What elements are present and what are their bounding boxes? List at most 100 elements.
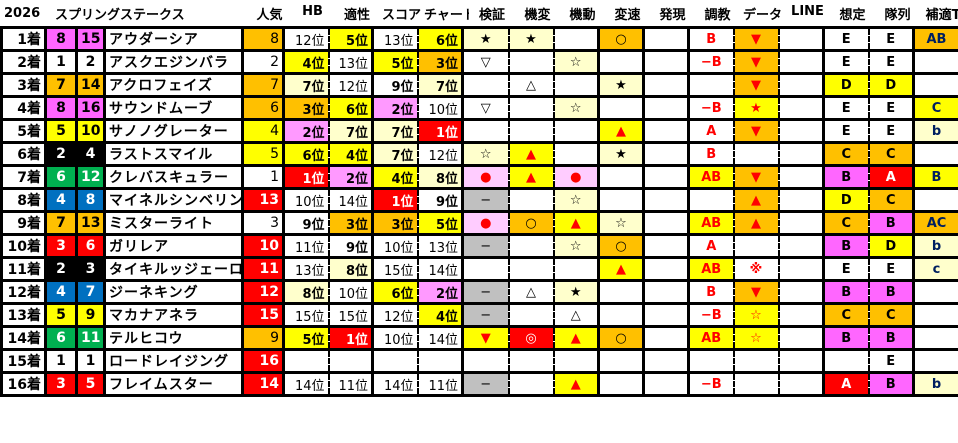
finish-position: 1着: [0, 26, 47, 52]
cell-line: [777, 279, 825, 305]
cell-data: ▼: [732, 26, 780, 52]
cell-popularity: 6: [241, 95, 285, 121]
cell-hb: 1位: [282, 164, 330, 190]
cell-verify: −: [461, 302, 510, 328]
cell-training: B: [687, 279, 735, 305]
cell-formation: A: [867, 164, 915, 190]
waku-number: 4: [44, 187, 78, 213]
finish-position: 14着: [0, 325, 47, 351]
waku-number: 7: [44, 72, 78, 98]
cell-chart: 13位: [416, 233, 464, 259]
cell-formation: C: [867, 302, 915, 328]
cell-hb: 7位: [282, 72, 330, 98]
cell-verify: ●: [461, 210, 510, 236]
column-header-hatsugen: 発現: [659, 7, 686, 23]
cell-kidou: ▲: [552, 325, 600, 351]
cell-hatsugen: [642, 26, 690, 52]
cell-kidou: ▲: [552, 210, 600, 236]
waku-number: 6: [44, 164, 78, 190]
waku-number: 4: [44, 279, 78, 305]
cell-score: 13位: [371, 26, 419, 52]
cell-training: B: [687, 141, 735, 167]
cell-training: B: [687, 26, 735, 52]
cell-popularity: 13: [241, 187, 285, 213]
cell-hensoku: ○: [597, 26, 645, 52]
cell-hb: 4位: [282, 49, 330, 75]
column-header-aptitude: 適性: [343, 7, 370, 23]
cell-kidou: [552, 348, 600, 374]
cell-assumed: B: [822, 279, 870, 305]
cell-training: AB: [687, 256, 735, 282]
cell-popularity: 11: [241, 256, 285, 282]
waku-number: 1: [44, 348, 78, 374]
cell-verify: [461, 256, 510, 282]
cell-line: [777, 26, 825, 52]
cell-aptitude: 14位: [327, 187, 374, 213]
table-row: 12着 4 7 ジーネキング 12 8位 10位 6位 2位 − △ ★ B ▼ B B: [0, 279, 958, 305]
horse-number: 15: [75, 26, 106, 52]
cell-formation: E: [867, 49, 915, 75]
cell-assumed: E: [822, 26, 870, 52]
cell-kihen: [507, 348, 555, 374]
cell-kidou: [552, 72, 600, 98]
horse-name: マカナアネラ: [103, 302, 244, 328]
column-header-training: 調教: [704, 7, 731, 23]
column-header-line: LINE: [791, 3, 824, 19]
cell-hotei: [912, 187, 958, 213]
horse-number: 11: [75, 325, 106, 351]
cell-hatsugen: [642, 325, 690, 351]
cell-data: ※: [732, 256, 780, 282]
cell-hensoku: ☆: [597, 210, 645, 236]
column-header-verify: 検証: [478, 7, 505, 23]
horse-number: 16: [75, 95, 106, 121]
horse-number: 7: [75, 279, 106, 305]
cell-chart: 6位: [416, 26, 464, 52]
cell-score: 12位: [371, 302, 419, 328]
cell-formation: E: [867, 26, 915, 52]
cell-hb: 12位: [282, 26, 330, 52]
cell-training: −B: [687, 302, 735, 328]
waku-number: 1: [44, 49, 78, 75]
horse-name: アクロフェイズ: [103, 72, 244, 98]
cell-score: [371, 348, 419, 374]
cell-popularity: 1: [241, 164, 285, 190]
horse-name: タイキルッジェーロ: [103, 256, 244, 282]
cell-assumed: E: [822, 95, 870, 121]
cell-chart: 7位: [416, 72, 464, 98]
cell-formation: D: [867, 233, 915, 259]
cell-score: 1位: [371, 187, 419, 213]
cell-kidou: ☆: [552, 95, 600, 121]
cell-hatsugen: [642, 279, 690, 305]
cell-hotei: [912, 279, 958, 305]
cell-data: ▼: [732, 49, 780, 75]
cell-hensoku: [597, 187, 645, 213]
cell-kihen: ★: [507, 26, 555, 52]
cell-aptitude: 2位: [327, 164, 374, 190]
cell-popularity: 14: [241, 371, 285, 397]
cell-line: [777, 187, 825, 213]
cell-hotei: B: [912, 164, 958, 190]
cell-verify: [461, 72, 510, 98]
cell-formation: B: [867, 210, 915, 236]
cell-verify: ☆: [461, 141, 510, 167]
cell-kihen: △: [507, 72, 555, 98]
cell-chart: 8位: [416, 164, 464, 190]
horse-name: ガリレア: [103, 233, 244, 259]
cell-hb: 14位: [282, 371, 330, 397]
cell-hatsugen: [642, 72, 690, 98]
cell-hotei: [912, 49, 958, 75]
waku-number: 3: [44, 233, 78, 259]
table-row: 7着 6 12 クレバスキュラー 1 1位 2位 4位 8位 ● ▲ ● AB ▼ B A B: [0, 164, 958, 190]
cell-score: 14位: [371, 371, 419, 397]
cell-data: ▼: [732, 118, 780, 144]
finish-position: 13着: [0, 302, 47, 328]
cell-data: ▲: [732, 210, 780, 236]
cell-popularity: 4: [241, 118, 285, 144]
column-header-formation: 隊列: [884, 7, 911, 23]
cell-assumed: C: [822, 141, 870, 167]
cell-hb: 8位: [282, 279, 330, 305]
cell-hotei: b: [912, 233, 958, 259]
cell-formation: B: [867, 325, 915, 351]
